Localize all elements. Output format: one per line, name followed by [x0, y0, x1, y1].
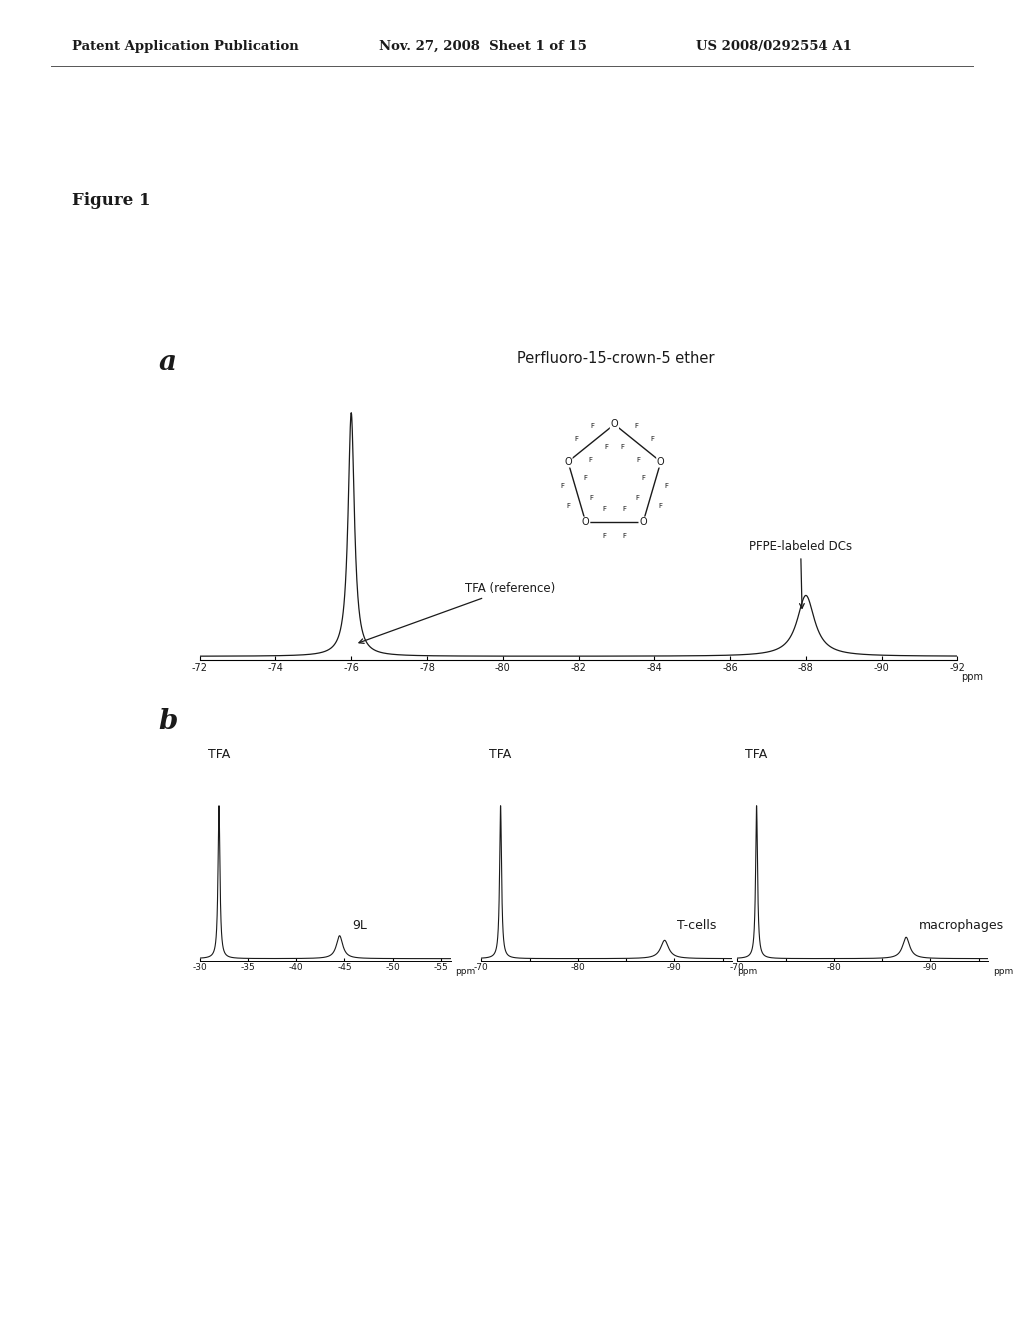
Text: macrophages: macrophages [919, 919, 1004, 932]
Text: ppm: ppm [737, 968, 758, 977]
Text: O: O [564, 457, 571, 467]
Text: a: a [159, 348, 177, 376]
Text: b: b [159, 708, 178, 735]
Text: Figure 1: Figure 1 [72, 191, 151, 209]
Text: F: F [665, 483, 669, 488]
Text: F: F [589, 495, 593, 502]
Text: F: F [623, 506, 626, 512]
Text: TFA (reference): TFA (reference) [359, 582, 555, 643]
Text: F: F [574, 436, 579, 442]
Text: F: F [637, 457, 640, 463]
Text: F: F [603, 532, 606, 539]
Text: F: F [590, 422, 594, 429]
Text: F: F [636, 495, 640, 502]
Text: ppm: ppm [456, 968, 476, 977]
Text: Patent Application Publication: Patent Application Publication [72, 40, 298, 53]
Text: TFA: TFA [208, 748, 230, 762]
Text: TFA: TFA [745, 748, 768, 762]
Text: F: F [584, 475, 587, 480]
Text: F: F [658, 503, 663, 510]
Text: F: F [621, 445, 625, 450]
Text: O: O [610, 420, 618, 429]
Text: ppm: ppm [993, 968, 1014, 977]
Text: F: F [604, 445, 608, 450]
Text: O: O [582, 517, 590, 527]
Text: O: O [657, 457, 665, 467]
Text: F: F [560, 483, 564, 488]
Text: Nov. 27, 2008  Sheet 1 of 15: Nov. 27, 2008 Sheet 1 of 15 [379, 40, 587, 53]
Text: 9L: 9L [352, 919, 367, 932]
Text: O: O [639, 517, 647, 527]
Text: F: F [642, 475, 645, 480]
Text: T-cells: T-cells [677, 919, 717, 932]
Text: F: F [635, 422, 639, 429]
Text: F: F [566, 503, 570, 510]
Text: ppm: ppm [962, 672, 983, 682]
Text: F: F [603, 506, 606, 512]
Text: F: F [589, 457, 592, 463]
Text: F: F [623, 532, 626, 539]
Text: US 2008/0292554 A1: US 2008/0292554 A1 [696, 40, 852, 53]
Text: TFA: TFA [489, 748, 512, 762]
Text: PFPE-labeled DCs: PFPE-labeled DCs [749, 540, 852, 609]
Text: Perfluoro-15-crown-5 ether: Perfluoro-15-crown-5 ether [517, 351, 715, 366]
Text: F: F [650, 436, 654, 442]
